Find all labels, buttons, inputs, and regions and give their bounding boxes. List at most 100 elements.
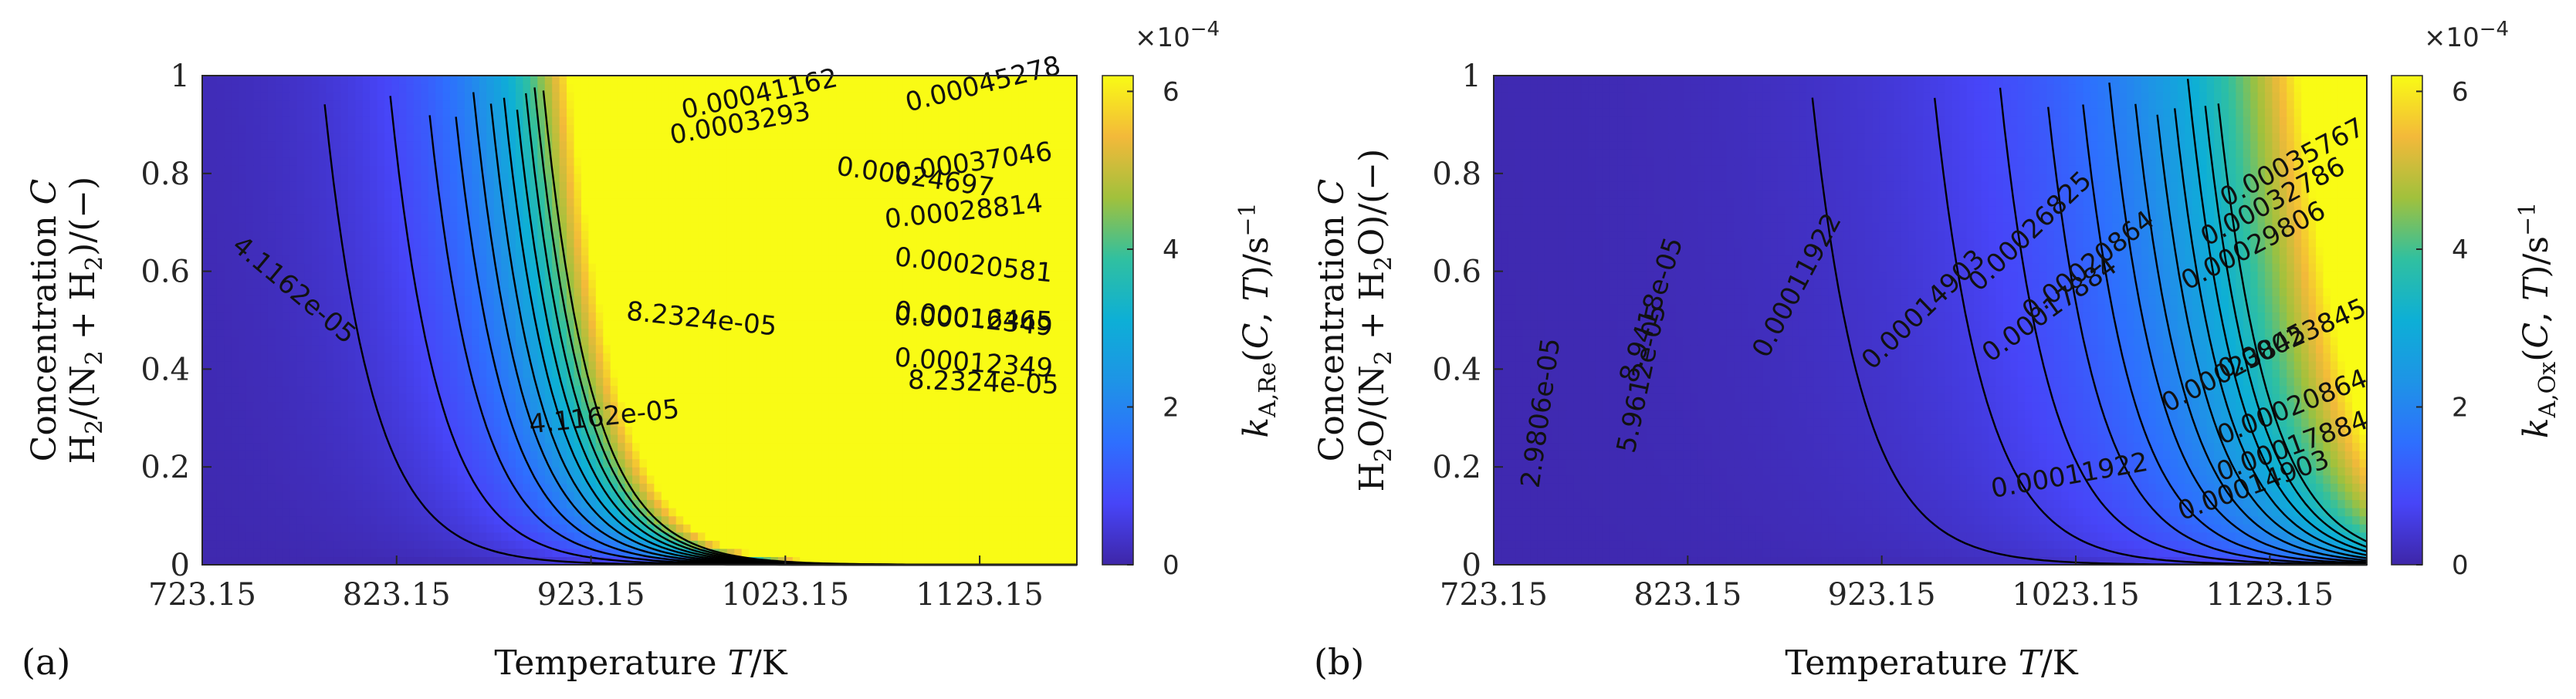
heatmap-cell bbox=[661, 76, 669, 85]
heatmap-cell bbox=[355, 140, 364, 150]
heatmap-cell bbox=[705, 108, 713, 117]
heatmap-cell bbox=[741, 353, 750, 362]
heatmap-cell bbox=[289, 198, 298, 207]
heatmap-cell bbox=[515, 393, 524, 403]
heatmap-cell bbox=[384, 499, 393, 508]
heatmap-cell bbox=[442, 230, 451, 239]
heatmap-cell bbox=[245, 434, 254, 444]
heatmap-cell bbox=[239, 312, 247, 321]
heatmap-cell bbox=[493, 417, 502, 427]
heatmap-cell bbox=[683, 92, 692, 101]
heatmap-cell bbox=[581, 426, 590, 435]
heatmap-cell bbox=[472, 132, 480, 142]
heatmap-cell bbox=[224, 271, 232, 280]
heatmap-cell bbox=[610, 401, 618, 410]
heatmap-cell bbox=[661, 165, 669, 174]
heatmap-cell bbox=[267, 173, 276, 182]
heatmap-cell bbox=[785, 198, 794, 207]
heatmap-cell bbox=[296, 328, 305, 337]
heatmap-cell bbox=[311, 410, 320, 419]
heatmap-cell bbox=[618, 165, 626, 174]
heatmap-cell bbox=[216, 222, 225, 231]
heatmap-cell bbox=[245, 556, 254, 566]
heatmap-cell bbox=[603, 83, 611, 93]
heatmap-cell bbox=[749, 515, 757, 525]
heatmap-cell bbox=[523, 312, 531, 321]
heatmap-cell bbox=[202, 222, 211, 231]
heatmap-cell bbox=[421, 165, 429, 174]
heatmap-cell bbox=[800, 491, 808, 501]
heatmap-cell bbox=[267, 198, 276, 207]
heatmap-cell bbox=[763, 508, 772, 517]
heatmap-cell bbox=[406, 124, 415, 133]
heatmap-cell bbox=[654, 83, 662, 93]
heatmap-cell bbox=[726, 320, 735, 329]
heatmap-cell bbox=[800, 401, 808, 410]
heatmap-cell bbox=[355, 491, 364, 501]
heatmap-cell bbox=[698, 108, 706, 117]
heatmap-cell bbox=[421, 222, 429, 231]
heatmap-cell bbox=[749, 246, 757, 256]
heatmap-cell bbox=[603, 336, 611, 346]
heatmap-cell bbox=[493, 108, 502, 117]
heatmap-cell bbox=[567, 279, 575, 289]
heatmap-cell bbox=[756, 222, 764, 231]
heatmap-cell bbox=[792, 222, 801, 231]
heatmap-cell bbox=[442, 255, 451, 264]
heatmap-cell bbox=[581, 442, 590, 451]
heatmap-cell bbox=[253, 344, 262, 353]
heatmap-cell bbox=[559, 303, 567, 313]
heatmap-cell bbox=[493, 320, 502, 329]
heatmap-cell bbox=[231, 410, 239, 419]
heatmap-cell bbox=[698, 295, 706, 305]
heatmap-cell bbox=[347, 124, 356, 133]
heatmap-cell bbox=[595, 246, 604, 256]
heatmap-cell bbox=[719, 540, 728, 549]
heatmap-cell bbox=[260, 360, 269, 370]
heatmap-cell bbox=[267, 474, 276, 484]
heatmap-cell bbox=[202, 116, 211, 125]
heatmap-cell bbox=[734, 124, 743, 133]
heatmap-cell bbox=[282, 271, 290, 280]
heatmap-cell bbox=[267, 524, 276, 533]
heatmap-cell bbox=[421, 108, 429, 117]
heatmap-cell bbox=[603, 206, 611, 215]
heatmap-cell bbox=[406, 434, 415, 444]
heatmap-cell bbox=[588, 474, 597, 484]
heatmap-cell bbox=[384, 442, 393, 451]
heatmap-cell bbox=[282, 442, 290, 451]
heatmap-cell bbox=[705, 287, 713, 296]
heatmap-cell bbox=[450, 426, 459, 435]
heatmap-cell bbox=[588, 328, 597, 337]
heatmap-cell bbox=[253, 124, 262, 133]
heatmap-cell bbox=[734, 401, 743, 410]
heatmap-cell bbox=[632, 279, 641, 289]
heatmap-cell bbox=[384, 263, 393, 272]
heatmap-cell bbox=[654, 295, 662, 305]
heatmap-cell bbox=[289, 515, 298, 525]
heatmap-cell bbox=[275, 92, 283, 101]
heatmap-cell bbox=[654, 467, 662, 476]
heatmap-cell bbox=[370, 108, 378, 117]
heatmap-cell bbox=[530, 451, 538, 460]
heatmap-cell bbox=[267, 132, 276, 142]
heatmap-cell bbox=[377, 434, 385, 444]
heatmap-cell bbox=[347, 426, 356, 435]
heatmap-cell bbox=[486, 189, 495, 199]
heatmap-cell bbox=[231, 165, 239, 174]
heatmap-cell bbox=[690, 508, 699, 517]
heatmap-cell bbox=[574, 491, 582, 501]
heatmap-cell bbox=[581, 410, 590, 419]
heatmap-cell bbox=[413, 124, 421, 133]
heatmap-cell bbox=[683, 189, 692, 199]
heatmap-cell bbox=[421, 410, 429, 419]
heatmap-cell bbox=[800, 214, 808, 223]
heatmap-cell bbox=[428, 238, 436, 248]
heatmap-cell bbox=[245, 320, 254, 329]
heatmap-cell bbox=[559, 149, 567, 158]
heatmap-cell bbox=[333, 442, 341, 451]
heatmap-cell bbox=[282, 287, 290, 296]
heatmap-cell bbox=[384, 458, 393, 468]
heatmap-cell bbox=[588, 491, 597, 501]
heatmap-cell bbox=[216, 238, 225, 248]
